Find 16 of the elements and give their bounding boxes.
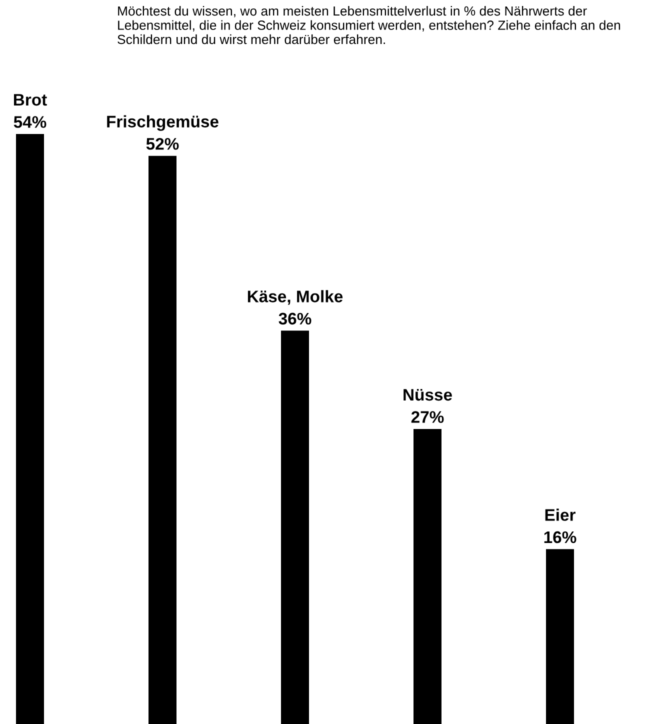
x-tick-label: Nüsse xyxy=(404,389,452,401)
bar xyxy=(16,134,44,724)
bar xyxy=(281,330,309,724)
bar xyxy=(546,549,574,724)
bar xyxy=(414,429,442,724)
x-tick-label: Käse, Molke xyxy=(248,290,343,305)
data-label: 27% xyxy=(411,411,444,423)
data-label: 52% xyxy=(146,138,179,150)
data-label: 36% xyxy=(278,312,312,325)
bar xyxy=(148,156,176,724)
x-tick-label: Eier xyxy=(545,508,576,521)
x-tick-label: Brot xyxy=(14,94,47,106)
data-label: 54% xyxy=(14,116,46,128)
x-tick-label: Frischgemüse xyxy=(107,115,218,131)
chart-title: Möchtest du wissen, wo am meisten Lebensmittelverlust in % des Nährwerts der Lebensmittel, die in der Schweiz konsumiert werden, entstehen? Ziehe einfach an den Schildern und du wirst mehr darüber erfahren. xyxy=(118,6,620,44)
data-label: 16% xyxy=(544,531,576,544)
